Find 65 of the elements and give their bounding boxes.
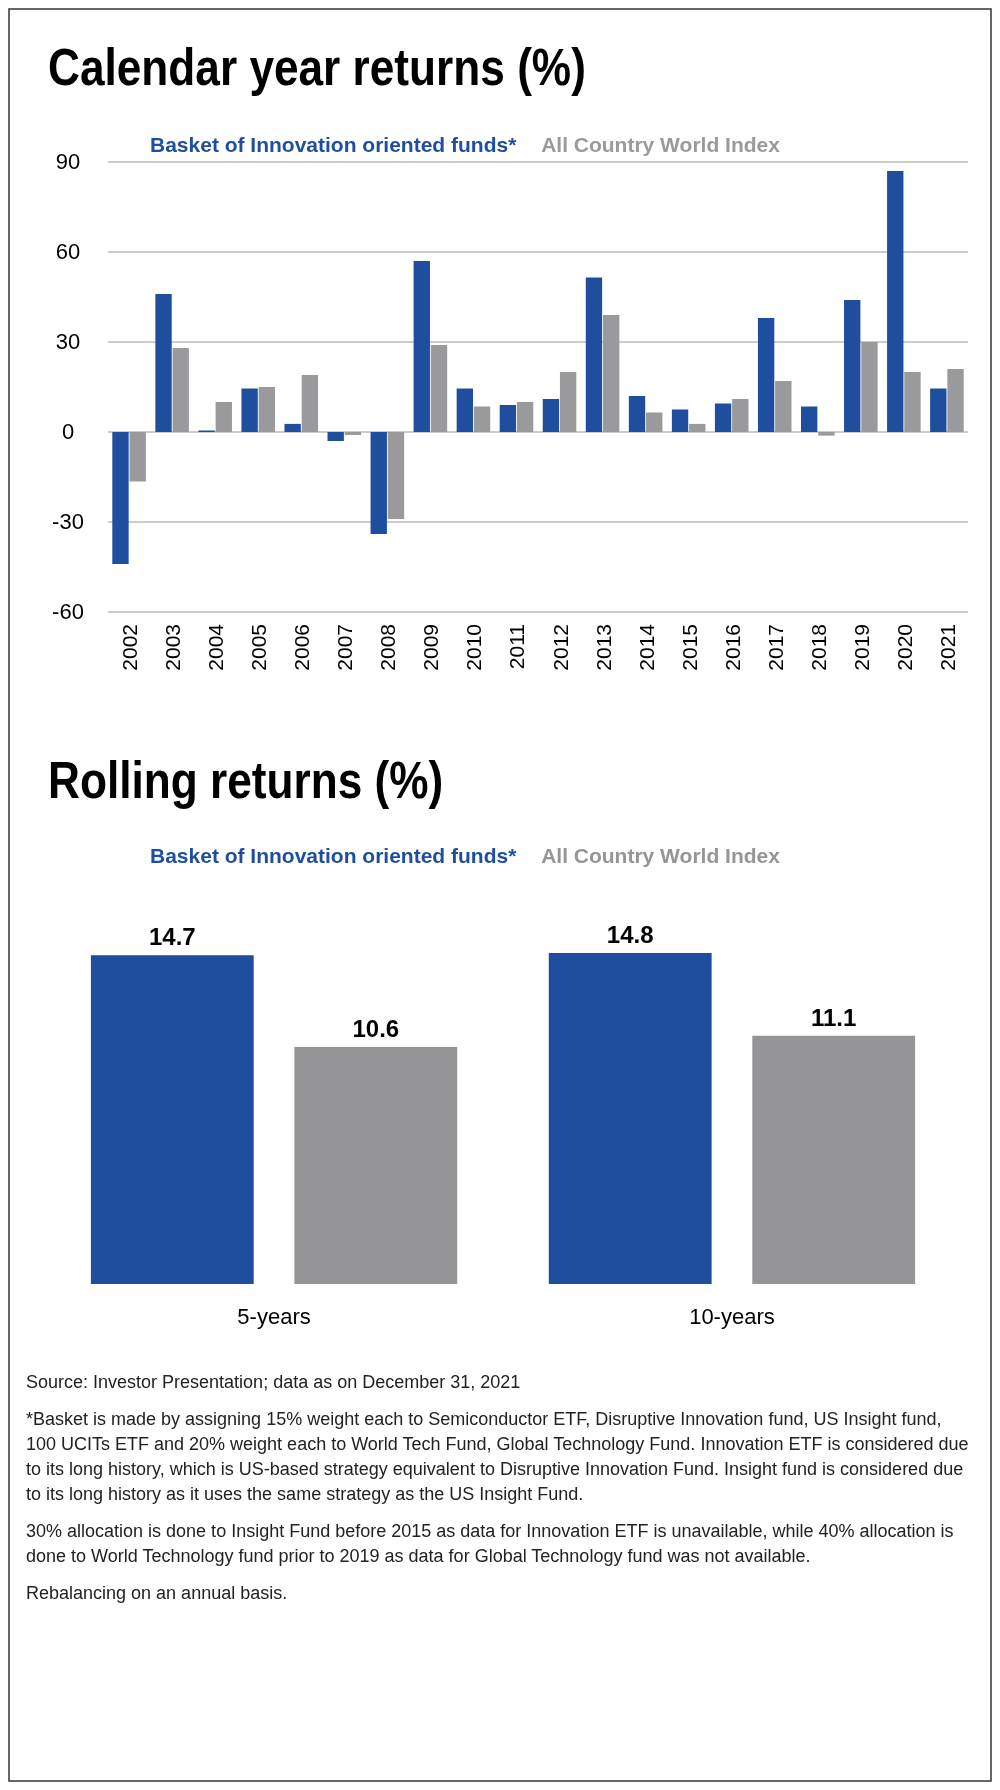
chart-title: Rolling returns (%) <box>48 750 444 809</box>
x-tick-label: 2002 <box>118 624 142 671</box>
bar <box>112 432 129 564</box>
bar <box>548 953 712 1284</box>
x-tick-label: 2013 <box>591 624 615 671</box>
x-tick-label: 2005 <box>247 624 271 671</box>
x-tick-label: 5-years <box>237 1304 311 1329</box>
bar <box>413 261 430 432</box>
y-tick-label: -30 <box>52 509 84 534</box>
bar <box>585 277 603 432</box>
y-tick-label: 0 <box>61 419 75 444</box>
bar <box>844 300 861 432</box>
bar <box>930 388 947 432</box>
bar <box>370 432 387 534</box>
x-tick-label: 2004 <box>204 623 228 671</box>
text: Basket of Innovation oriented funds* <box>150 844 518 867</box>
bar <box>284 423 301 432</box>
x-tick-label: 2016 <box>720 624 744 671</box>
x-tick-label: 2009 <box>419 624 443 671</box>
x-tick-label: 2017 <box>763 624 787 671</box>
bar <box>714 403 732 432</box>
bar <box>671 409 689 432</box>
x-tick-label: 2019 <box>849 624 873 671</box>
x-tick-label: 2008 <box>376 624 400 671</box>
bar <box>800 406 818 432</box>
bar <box>456 388 474 432</box>
y-tick-label: 60 <box>55 239 81 264</box>
bar <box>757 318 775 432</box>
bar <box>628 396 646 432</box>
x-tick-label: 2014 <box>634 623 658 671</box>
bar <box>499 405 517 432</box>
bar <box>90 955 254 1284</box>
y-tick-label: 90 <box>55 149 81 174</box>
x-tick-label: 2010 <box>462 624 486 671</box>
x-tick-label: 2012 <box>548 624 572 671</box>
bar <box>155 294 172 432</box>
x-tick-label: 10-years <box>689 1304 775 1329</box>
data-label: 14.7 <box>148 923 196 951</box>
x-tick-label: 2011 <box>505 624 529 670</box>
data-label: 11.1 <box>811 1003 857 1031</box>
x-tick-label: 2020 <box>892 624 916 671</box>
source-note: Source: Investor Presentation; data as on December 31, 2021 <box>26 1372 521 1392</box>
data-label: 14.8 <box>606 921 654 948</box>
bar <box>294 1046 458 1284</box>
bar <box>241 388 258 432</box>
x-tick-label: 2018 <box>806 624 830 671</box>
bar <box>887 171 904 432</box>
text: All Country World Index <box>541 133 781 156</box>
text: 30% allocation is done to Insight Fund before 2015 as data for Innovation ETF is unavailable, while 40% allocation is done to World Technology fund prior to 2019 as data for Global Technology fund was not available. <box>26 1521 954 1566</box>
y-tick-label: 30 <box>55 329 81 354</box>
bar <box>327 432 344 441</box>
chart-title: Calendar year returns (%) <box>48 37 586 96</box>
x-tick-label: 2006 <box>290 624 314 671</box>
text: Rebalancing on an annual basis. <box>26 1583 288 1603</box>
text: All Country World Index <box>541 844 781 867</box>
bar <box>542 399 560 432</box>
text: *Basket is made by assigning 15% weight each to Semiconductor ETF, Disruptive Innovation fund, US Insight fund, 100 UCITs ETF and 20% weight each to World Tech Fund, Global Technology Fund. Innovation ETF is considered due to its long history, which is US-based strategy equivalent to Disruptive Innovation Fund. Insight fund is considered due to its long history as it uses the same strategy as the US Insight Fund. <box>26 1409 969 1504</box>
x-tick-label: 2021 <box>935 624 959 671</box>
bar <box>752 1035 916 1284</box>
x-tick-label: 2007 <box>333 624 357 671</box>
text: Basket of Innovation oriented funds* <box>150 133 518 156</box>
y-tick-label: -60 <box>52 599 84 624</box>
data-label: 10.6 <box>352 1014 400 1042</box>
x-tick-label: 2003 <box>161 624 185 671</box>
x-tick-label: 2015 <box>677 624 701 671</box>
